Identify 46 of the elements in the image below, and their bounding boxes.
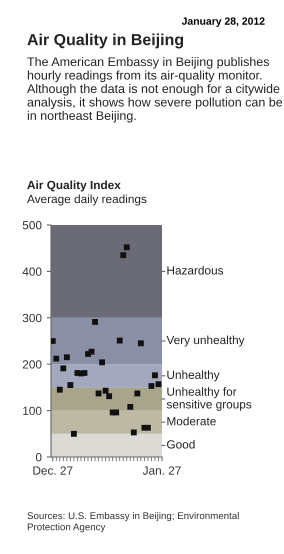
point: [67, 382, 74, 388]
point: [92, 319, 98, 325]
y-tick-label: 100: [23, 406, 42, 415]
y-tick-label: 400: [22, 267, 42, 276]
point: [82, 370, 88, 376]
band-label: Hazardous: [167, 266, 224, 275]
point: [113, 410, 120, 416]
y-tick-label: 500: [22, 221, 42, 230]
text: Average daily readings: [27, 194, 146, 206]
point: [120, 252, 126, 258]
point: [70, 430, 77, 437]
text: January 28, 2012: [182, 17, 265, 27]
y-tick-label: 200: [22, 360, 42, 369]
point: [144, 424, 151, 431]
point: [60, 365, 66, 372]
band-label: Unhealthy: [167, 370, 220, 382]
chart-subtitle: The American Embassy in Beijing publishes hourly readings from its air-quality monitor. Although the data is not enough for a citywide analysis, it shows how severe pollution can be in northeast Beijing.: [27, 57, 282, 123]
point: [124, 244, 130, 250]
point: [106, 393, 112, 400]
band-label: Very unhealthy: [166, 335, 245, 347]
chart-title: Air Quality in Beijing: [27, 34, 184, 48]
point: [56, 386, 63, 393]
point: [152, 372, 158, 378]
point: [156, 381, 162, 388]
point: [99, 359, 106, 366]
source-note: Sources: U.S. Embassy in Beijing; Environmental Protection Agency: [27, 512, 239, 532]
x-tick-label: Dec. 27: [33, 466, 73, 475]
point: [102, 388, 109, 394]
y-tick-label: 0: [36, 453, 42, 462]
point: [51, 338, 56, 344]
point: [88, 348, 94, 355]
point: [116, 338, 123, 344]
band-label: Unhealthy for sensitive groups: [166, 387, 252, 411]
point: [96, 390, 102, 396]
point: [138, 340, 144, 346]
band-label: Good: [167, 440, 195, 449]
point: [148, 383, 154, 389]
point: [53, 356, 60, 362]
y-axis-title: Air Quality Index: [27, 180, 121, 192]
band-label: Moderate: [167, 416, 216, 426]
point: [64, 354, 70, 360]
y-tick-label: 300: [22, 314, 42, 322]
point: [130, 429, 137, 436]
x-tick-label: Jan. 27: [142, 466, 181, 475]
point: [127, 404, 134, 410]
point: [134, 390, 140, 396]
